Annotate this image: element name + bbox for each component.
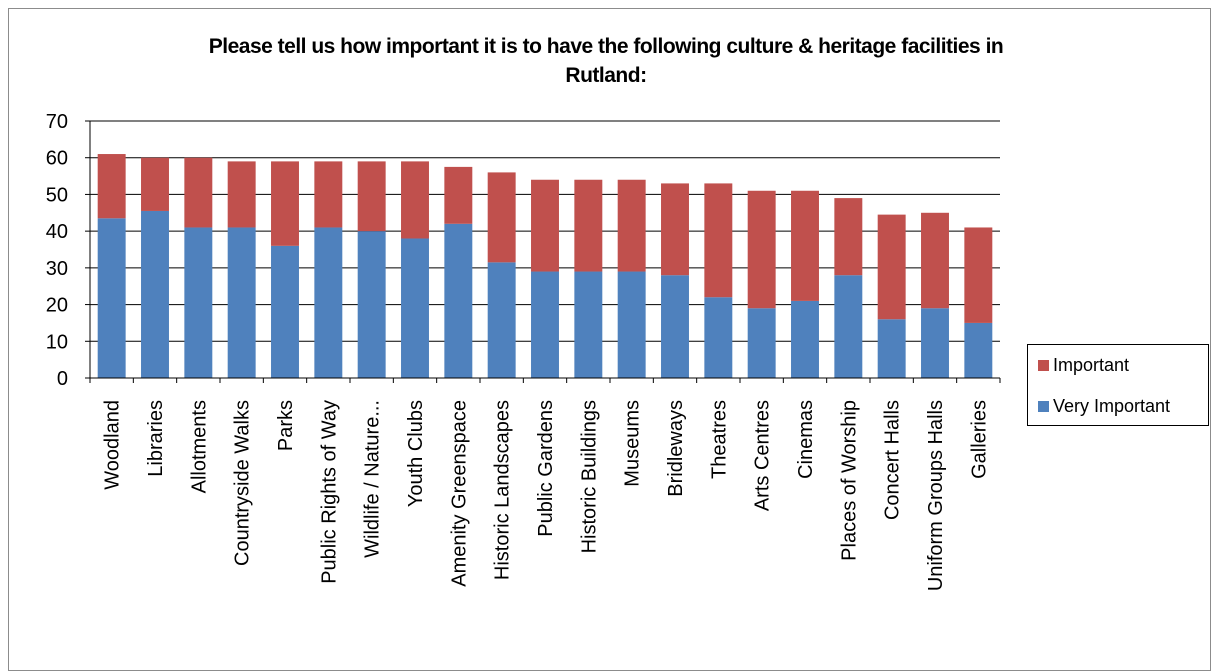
bar-important: [357, 161, 386, 232]
x-tick-label: Cinemas: [795, 400, 817, 479]
bar-very-important: [964, 322, 993, 378]
bar-important: [791, 190, 819, 301]
x-tick-label: Countryside Walks: [232, 400, 254, 566]
y-tick-label: 30: [46, 258, 68, 280]
bar-very-important: [97, 218, 126, 378]
bar-very-important: [357, 231, 386, 378]
bar-very-important: [877, 319, 906, 378]
bar-important: [877, 214, 906, 320]
bar-important: [487, 172, 516, 263]
x-tick-label: Concert Halls: [882, 400, 904, 520]
x-tick-label: Public Gardens: [535, 400, 557, 537]
y-tick-label: 20: [46, 295, 68, 317]
x-tick-label: Galleries: [968, 400, 990, 479]
bar-important: [141, 157, 169, 211]
x-tick-label: Theatres: [708, 400, 730, 479]
legend-swatch-very-important: [1038, 400, 1049, 412]
bar-important: [834, 198, 863, 276]
bar-important: [617, 179, 646, 272]
bar-very-important: [314, 227, 343, 378]
bar-very-important: [834, 275, 863, 378]
bar-important: [574, 179, 603, 272]
bar-very-important: [401, 238, 429, 378]
x-tick-label: Uniform Groups Halls: [925, 400, 947, 591]
legend-item-important: Important: [1038, 354, 1129, 376]
x-tick-label: Youth Clubs: [405, 400, 427, 507]
bar-important: [401, 161, 429, 239]
bar-very-important: [617, 271, 646, 378]
bar-important: [227, 161, 256, 228]
y-tick-label: 40: [46, 221, 68, 243]
bar-very-important: [184, 227, 213, 378]
x-tick-label: Public Rights of Way: [318, 400, 340, 584]
bar-very-important: [791, 300, 819, 378]
bar-important: [444, 166, 473, 224]
chart-title: Please tell us how important it is to ha…: [0, 32, 1212, 90]
x-tick-label: Parks: [275, 400, 297, 451]
legend-item-very-important: Very Important: [1038, 395, 1170, 417]
legend: Important Very Important: [1027, 344, 1209, 426]
x-tick-label: Historic Buildings: [578, 400, 600, 553]
bar-very-important: [704, 297, 733, 378]
x-tick-label: Amenity Greenspace: [448, 400, 470, 587]
bar-very-important: [444, 223, 473, 378]
bars: [97, 154, 993, 378]
bar-very-important: [487, 262, 516, 378]
x-tick-label: Museums: [622, 400, 644, 487]
y-tick-label: 10: [46, 331, 68, 353]
x-axis-tick-labels: Woodland Libraries Allotments Countryside W…: [102, 400, 991, 591]
bar-very-important: [574, 271, 603, 378]
bar-very-important: [227, 227, 256, 378]
y-tick-label: 0: [57, 368, 68, 390]
x-tick-label: Places of Worship: [838, 400, 860, 561]
x-tick-label: Historic Landscapes: [492, 400, 514, 580]
y-tick-label: 60: [46, 148, 68, 170]
bar-important: [531, 179, 559, 272]
chart-title-line-1: Please tell us how important it is to ha…: [208, 35, 1004, 58]
bar-very-important: [271, 245, 299, 378]
bar-important: [747, 190, 776, 309]
bar-important: [97, 154, 126, 219]
bar-important: [661, 183, 689, 276]
legend-swatch-important: [1038, 359, 1049, 371]
axes: [85, 120, 1001, 383]
x-tick-label: Woodland: [102, 400, 124, 490]
x-tick-label: Bridleways: [665, 400, 687, 497]
x-tick-label: Libraries: [145, 400, 167, 477]
x-tick-label: Wildlife / Nature...: [362, 400, 384, 558]
bar-important: [184, 157, 213, 228]
y-axis-tick-labels: 0 10 20 30 40 50 60 70: [46, 111, 68, 390]
bar-very-important: [661, 275, 689, 378]
y-tick-label: 50: [46, 184, 68, 206]
bar-important: [964, 227, 993, 323]
legend-label-important: Important: [1053, 354, 1130, 375]
chart-title-line-2: Rutland:: [565, 64, 647, 87]
bar-important: [921, 212, 949, 309]
bar-very-important: [531, 271, 559, 378]
bar-important: [314, 161, 343, 228]
bar-very-important: [747, 308, 776, 378]
bar-very-important: [141, 210, 169, 378]
x-tick-label: Allotments: [188, 400, 210, 493]
bar-very-important: [921, 308, 949, 378]
legend-label-very-important: Very Important: [1053, 395, 1171, 416]
bar-important: [704, 183, 733, 298]
x-tick-label: Arts Centres: [752, 400, 774, 511]
y-tick-label: 70: [46, 111, 68, 133]
bar-important: [271, 161, 299, 246]
